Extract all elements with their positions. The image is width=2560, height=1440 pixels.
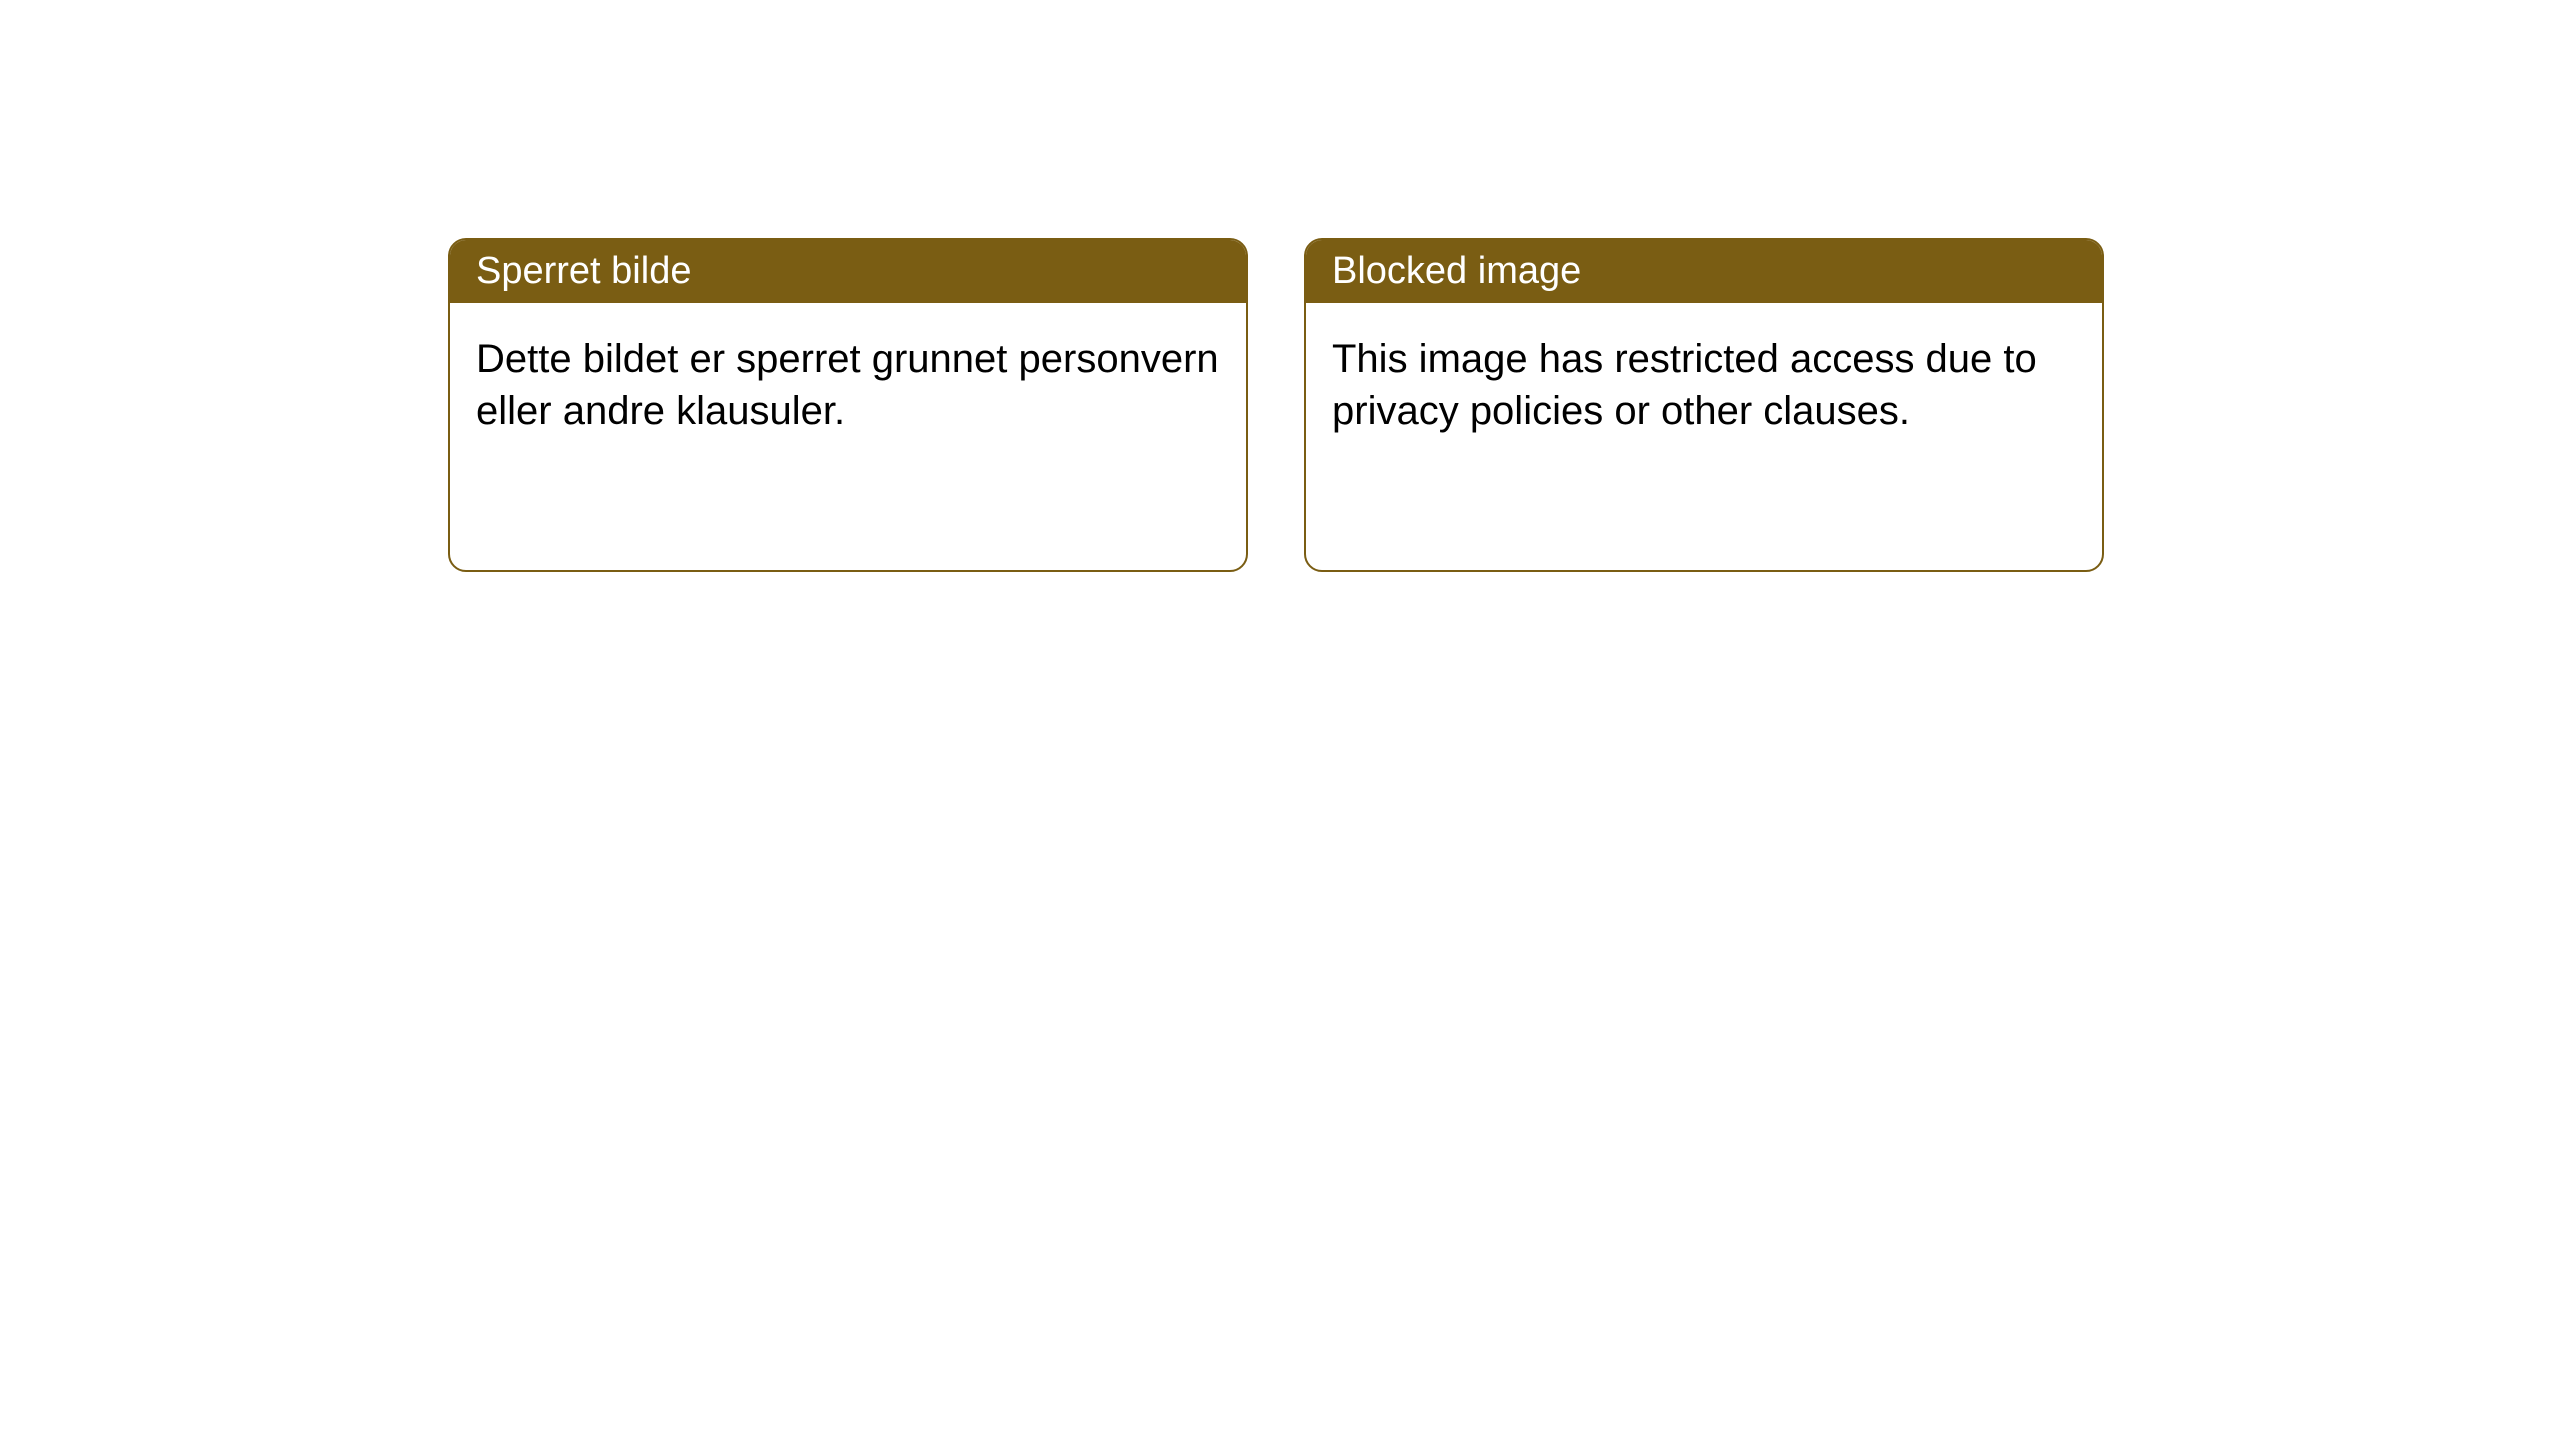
card-title-norwegian: Sperret bilde	[476, 250, 691, 292]
card-header-norwegian: Sperret bilde	[450, 240, 1246, 303]
card-body-text-norwegian: Dette bildet er sperret grunnet personve…	[476, 337, 1219, 433]
card-header-english: Blocked image	[1306, 240, 2102, 303]
card-title-english: Blocked image	[1332, 250, 1581, 292]
notice-cards-container: Sperret bilde Dette bildet er sperret gr…	[448, 238, 2104, 572]
card-body-english: This image has restricted access due to …	[1306, 303, 2102, 467]
card-body-text-english: This image has restricted access due to …	[1332, 337, 2037, 433]
notice-card-english: Blocked image This image has restricted …	[1304, 238, 2104, 572]
card-body-norwegian: Dette bildet er sperret grunnet personve…	[450, 303, 1246, 467]
notice-card-norwegian: Sperret bilde Dette bildet er sperret gr…	[448, 238, 1248, 572]
